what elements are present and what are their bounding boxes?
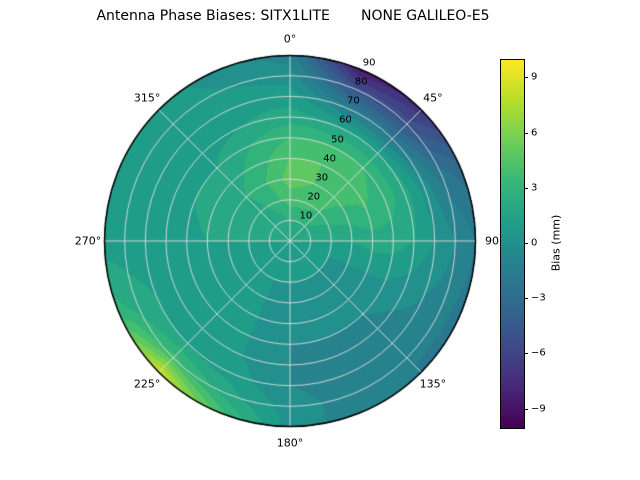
radial-label-50: 50 <box>331 134 344 146</box>
theta-label-180: 180° <box>276 436 304 450</box>
polar-heatmap-canvas <box>100 51 480 431</box>
radial-label-40: 40 <box>323 153 336 165</box>
colorbar-tick-mark <box>524 187 528 189</box>
colorbar-tick-label--6: −6 <box>531 347 546 359</box>
colorbar-tick-label--9: −9 <box>531 403 546 415</box>
radial-label-30: 30 <box>315 172 329 184</box>
colorbar-tick-mark <box>524 77 528 79</box>
chart-title: Antenna Phase Biases: SITX1LITE NONE GAL… <box>96 8 490 24</box>
radial-label-70: 70 <box>346 95 360 107</box>
theta-label-315: 315° <box>133 91 161 105</box>
radial-label-80: 80 <box>354 76 368 88</box>
colorbar-tick-mark <box>524 243 528 244</box>
radial-label-90: 90 <box>362 57 376 69</box>
colorbar-tick-label-9: 9 <box>531 71 538 83</box>
theta-label-0: 0° <box>283 32 297 46</box>
theta-label-225: 225° <box>133 377 161 391</box>
colorbar-tick-mark <box>524 298 528 300</box>
colorbar-tick-mark <box>524 408 528 410</box>
colorbar-tick-label-3: 3 <box>531 182 538 194</box>
colorbar-tick-mark <box>524 353 528 355</box>
theta-label-90: 90 <box>485 234 499 248</box>
radial-label-60: 60 <box>339 114 352 126</box>
theta-label-135: 135° <box>419 377 447 391</box>
radial-label-20: 20 <box>307 191 321 203</box>
colorbar-tick-label-0: 0 <box>531 237 538 249</box>
colorbar-tick-label--3: −3 <box>531 292 546 304</box>
colorbar <box>500 59 525 429</box>
theta-label-270: 270° <box>74 234 102 248</box>
colorbar-axis-label: Bias (mm) <box>549 214 563 272</box>
colorbar-tick-mark <box>524 132 528 134</box>
colorbar-tick-label-6: 6 <box>531 127 538 139</box>
theta-label-45: 45° <box>423 91 443 105</box>
radial-label-10: 10 <box>299 210 313 222</box>
